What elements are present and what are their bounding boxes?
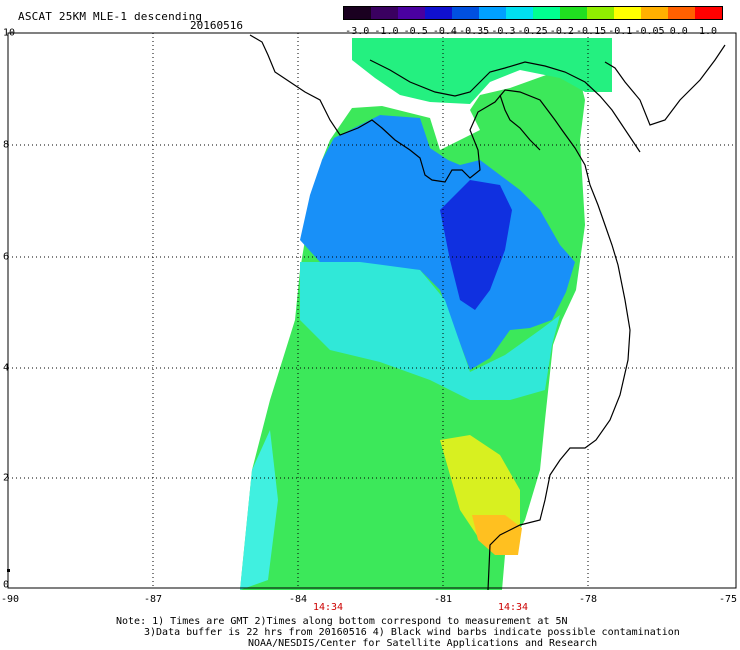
lon-label-87: -87 bbox=[143, 594, 163, 605]
colorbar-segment bbox=[695, 7, 722, 19]
lon-label-75: -75 bbox=[718, 594, 738, 605]
lon-label-81: -81 bbox=[433, 594, 453, 605]
cyan-band bbox=[300, 262, 560, 400]
map-date: 20160516 bbox=[190, 19, 243, 32]
note-line-1: Note: 1) Times are GMT 2)Times along bot… bbox=[116, 616, 568, 627]
map-title: ASCAT 25KM MLE-1 descending bbox=[18, 10, 203, 23]
colorbar-segment bbox=[641, 7, 668, 19]
lat-label-8: 8 bbox=[3, 139, 10, 151]
blue-region bbox=[300, 115, 575, 370]
colorbar-tick-label: -0.5 bbox=[403, 26, 428, 37]
colorbar-segment bbox=[560, 7, 587, 19]
colorbar-segment bbox=[506, 7, 533, 19]
colorbar-tick-label: -3.0 bbox=[345, 26, 370, 37]
deep-blue-core bbox=[440, 180, 512, 310]
note-line-3: NOAA/NESDIS/Center for Satellite Applica… bbox=[248, 638, 598, 649]
colorbar-segment bbox=[614, 7, 641, 19]
swath-top-strip bbox=[352, 38, 612, 104]
colorbar-tick-label: -0.35 bbox=[459, 26, 490, 37]
lon-label-90: -90 bbox=[0, 594, 20, 605]
colorbar-segment bbox=[452, 7, 479, 19]
coastline bbox=[249, 34, 726, 591]
lon-label-78: -78 bbox=[578, 594, 598, 605]
colorbar-tick-label: -0.25 bbox=[517, 26, 548, 37]
colorbar-segment bbox=[344, 7, 371, 19]
colorbar-tick-label: -0.3 bbox=[491, 26, 516, 37]
map-frame bbox=[7, 32, 737, 589]
colorbar-segment bbox=[587, 7, 614, 19]
colorbar-tick-label: 0.0 bbox=[669, 26, 688, 37]
data-swath bbox=[240, 38, 612, 590]
time-label-right: 14:34 bbox=[497, 602, 529, 613]
lat-label-2: 2 bbox=[3, 472, 10, 484]
orange-patch bbox=[472, 515, 522, 555]
note-line-2: 3)Data buffer is 22 hrs from 20160516 4)… bbox=[144, 627, 680, 638]
cyan-edge-left bbox=[240, 430, 278, 590]
lat-label-0: 0 bbox=[3, 579, 10, 591]
colorbar bbox=[343, 6, 723, 20]
yellow-patch bbox=[440, 435, 520, 540]
colorbar-tick-label: -0.15 bbox=[576, 26, 607, 37]
colorbar-tick-label: -0.4 bbox=[432, 26, 457, 37]
colorbar-segment bbox=[371, 7, 398, 19]
colorbar-tick-label: -0.2 bbox=[549, 26, 574, 37]
lat-label-6: 6 bbox=[3, 251, 10, 263]
data-point bbox=[7, 569, 10, 572]
colorbar-segment bbox=[425, 7, 452, 19]
lat-label-10: 10 bbox=[3, 27, 16, 39]
graticule bbox=[8, 33, 736, 588]
time-label-left: 14:34 bbox=[312, 602, 344, 613]
colorbar-segment bbox=[398, 7, 425, 19]
colorbar-segment bbox=[479, 7, 506, 19]
colorbar-segment bbox=[668, 7, 695, 19]
colorbar-tick-label: -0.1 bbox=[608, 26, 633, 37]
colorbar-segment bbox=[533, 7, 560, 19]
colorbar-tick-label: -0.05 bbox=[634, 26, 665, 37]
colorbar-tick-label: -1.0 bbox=[374, 26, 399, 37]
lon-label-84: -84 bbox=[288, 594, 308, 605]
lat-label-4: 4 bbox=[3, 362, 10, 374]
colorbar-tick-label: 1.0 bbox=[698, 26, 718, 37]
